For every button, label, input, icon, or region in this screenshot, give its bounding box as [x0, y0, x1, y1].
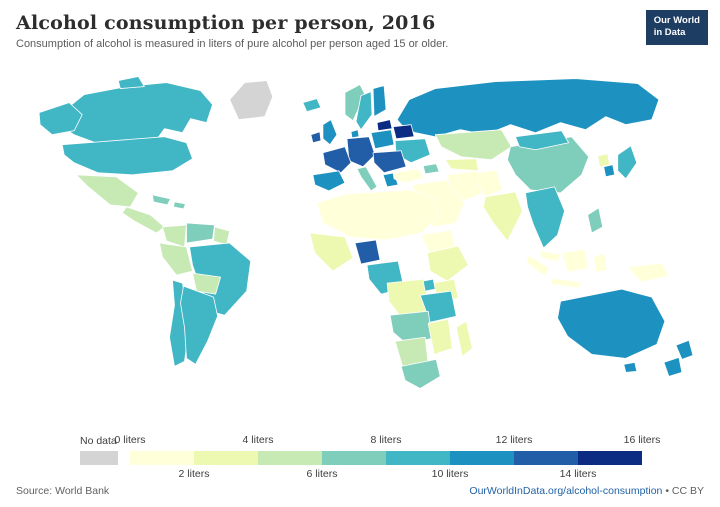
legend-tick-label: 8 liters: [370, 434, 402, 446]
legend-color-segment[interactable]: [194, 451, 258, 465]
owid-logo-line2: in Data: [653, 27, 686, 39]
map-region[interactable]: [400, 358, 441, 389]
map-region[interactable]: [350, 129, 360, 139]
map-region[interactable]: [539, 250, 561, 263]
map-region[interactable]: [186, 222, 215, 244]
owid-logo[interactable]: Our World in Data: [645, 10, 708, 45]
map-region[interactable]: [392, 168, 425, 184]
map-region[interactable]: [376, 119, 393, 132]
legend-color-segment[interactable]: [258, 451, 322, 465]
map-region[interactable]: [322, 119, 338, 146]
map-region[interactable]: [370, 129, 395, 150]
map-region[interactable]: [396, 78, 660, 138]
map-legend: No data 0 liters 2 liters 4 liters 6 liters…: [0, 417, 720, 483]
map-region[interactable]: [426, 245, 469, 282]
map-region[interactable]: [515, 130, 570, 151]
legend-tick-label: 0 liters: [114, 434, 146, 446]
legend-tick-label: 4 liters: [242, 434, 274, 446]
map-region[interactable]: [526, 254, 550, 277]
map-region[interactable]: [392, 124, 415, 140]
map-region[interactable]: [121, 206, 165, 234]
map-region[interactable]: [213, 226, 231, 246]
legend-no-data-swatch[interactable]: [80, 451, 118, 465]
map-region[interactable]: [322, 146, 352, 174]
map-region[interactable]: [476, 169, 503, 198]
legend-no-data-label: No data: [80, 435, 117, 447]
map-region[interactable]: [61, 136, 193, 176]
map-region[interactable]: [434, 129, 512, 161]
map-region[interactable]: [557, 288, 666, 359]
map-region[interactable]: [75, 174, 139, 208]
map-region[interactable]: [561, 248, 590, 273]
map-region[interactable]: [316, 189, 439, 241]
map-region[interactable]: [603, 164, 616, 178]
map-region[interactable]: [173, 201, 186, 210]
world-map-area: [0, 52, 720, 417]
chart-footer: Source: World Bank OurWorldInData.org/al…: [0, 483, 720, 507]
legend-color-segment[interactable]: [578, 451, 642, 465]
map-region[interactable]: [455, 320, 473, 357]
map-region[interactable]: [627, 262, 670, 283]
map-region[interactable]: [312, 170, 346, 192]
map-region[interactable]: [446, 170, 484, 202]
map-region[interactable]: [355, 91, 373, 131]
map-region[interactable]: [587, 207, 604, 234]
page-title: Alcohol consumption per person, 2016: [16, 12, 436, 34]
choropleth-map-svg: [38, 76, 694, 389]
map-region[interactable]: [159, 242, 193, 276]
map-region[interactable]: [550, 277, 583, 289]
map-region[interactable]: [180, 285, 218, 365]
legend-tick-label: 2 liters: [178, 468, 210, 480]
map-region[interactable]: [310, 131, 322, 144]
map-region[interactable]: [597, 153, 611, 168]
legend-tick-label: 16 liters: [623, 434, 661, 446]
chart-header: Alcohol consumption per person, 2016 Con…: [0, 0, 720, 52]
map-region[interactable]: [117, 76, 145, 89]
map-region[interactable]: [593, 252, 608, 273]
owid-logo-line1: Our World: [653, 15, 700, 26]
legend-color-segment[interactable]: [322, 451, 386, 465]
legend-tick-label: 6 liters: [306, 468, 338, 480]
legend-color-segment[interactable]: [130, 451, 194, 465]
footer-right: OurWorldInData.org/alcohol-consumption •…: [469, 485, 704, 497]
map-region[interactable]: [623, 361, 638, 373]
map-region[interactable]: [663, 356, 683, 377]
chart-subtitle: Consumption of alcohol is measured in li…: [16, 38, 449, 50]
map-region[interactable]: [372, 150, 407, 174]
map-region[interactable]: [354, 239, 381, 265]
source-note: Source: World Bank: [16, 485, 110, 497]
legend-color-segment[interactable]: [514, 451, 578, 465]
map-region[interactable]: [444, 158, 479, 172]
map-region[interactable]: [482, 191, 523, 242]
map-region[interactable]: [525, 186, 565, 249]
map-region[interactable]: [151, 194, 171, 206]
map-region[interactable]: [372, 85, 387, 118]
map-region[interactable]: [192, 272, 221, 295]
map-region[interactable]: [422, 163, 440, 175]
license-note: • CC BY: [665, 485, 704, 497]
map-region[interactable]: [38, 102, 83, 136]
map-region[interactable]: [356, 166, 378, 192]
legend-tick-label: 10 liters: [431, 468, 469, 480]
legend-tick-label: 12 liters: [495, 434, 533, 446]
legend-color-segment[interactable]: [386, 451, 450, 465]
legend-color-segment[interactable]: [450, 451, 514, 465]
legend-colorbar: 0 liters 2 liters 4 liters 6 liters 8 liters…: [115, 434, 661, 480]
map-region[interactable]: [309, 232, 354, 272]
map-region[interactable]: [229, 80, 274, 121]
map-region[interactable]: [507, 136, 590, 194]
map-region[interactable]: [302, 98, 322, 113]
owid-link[interactable]: OurWorldInData.org/alcohol-consumption: [469, 485, 663, 497]
legend-tick-label: 14 liters: [559, 468, 597, 480]
map-region[interactable]: [422, 278, 436, 292]
map-region[interactable]: [617, 145, 638, 180]
map-region[interactable]: [675, 339, 694, 360]
legend-no-data: No data: [80, 435, 118, 465]
map-region[interactable]: [427, 318, 453, 355]
